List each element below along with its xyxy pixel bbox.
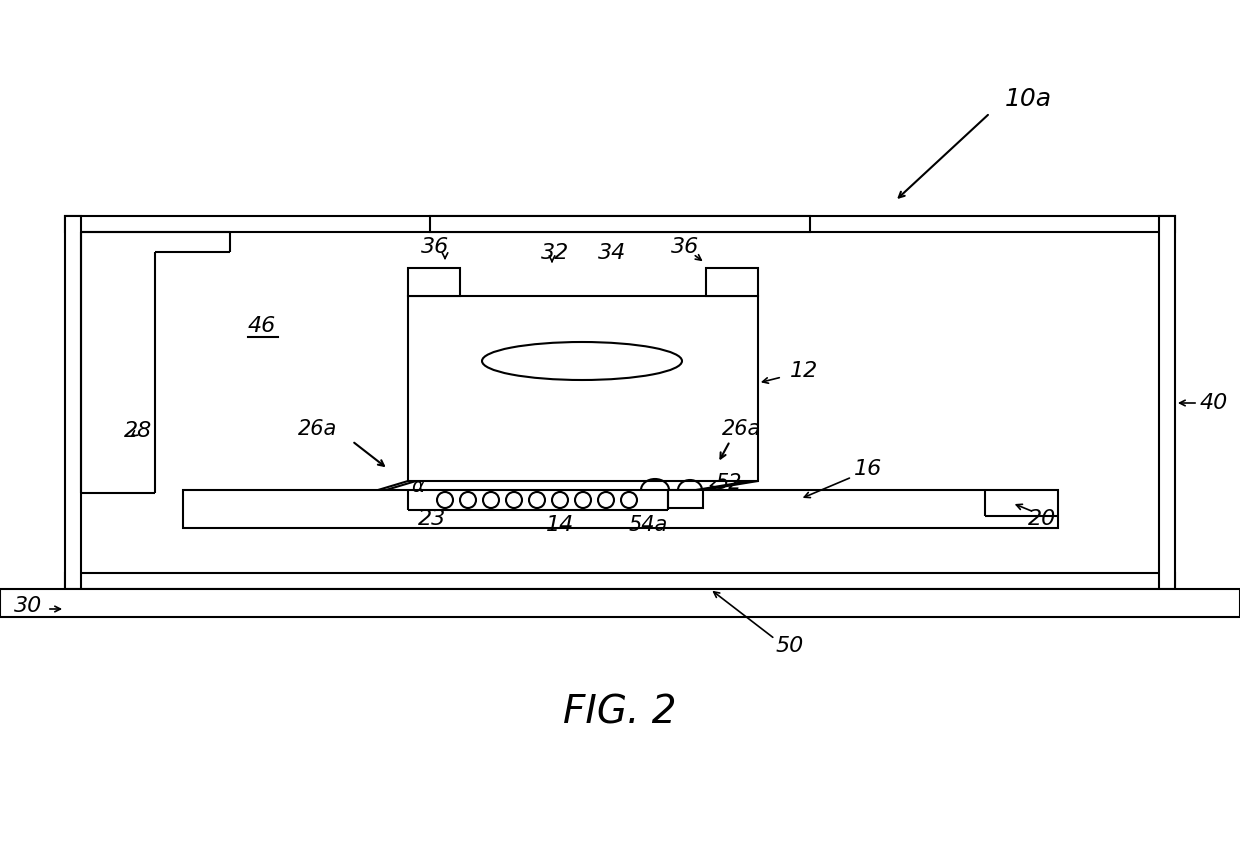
Bar (184, 490, 1058, 528)
Text: α: α (412, 476, 424, 495)
Text: 30: 30 (14, 596, 42, 616)
Text: 40: 40 (1200, 393, 1229, 413)
Text: 28: 28 (124, 421, 153, 441)
Text: 12: 12 (790, 361, 818, 381)
Text: 52: 52 (715, 473, 743, 493)
Bar (64, 216, 1176, 232)
Text: 14: 14 (546, 515, 574, 535)
Bar (408, 268, 460, 296)
Text: 20: 20 (1028, 509, 1056, 529)
Text: 36: 36 (671, 237, 699, 257)
Bar (0, 589, 1240, 617)
Text: 34: 34 (598, 243, 626, 263)
Text: 46: 46 (248, 316, 277, 336)
Bar (668, 490, 703, 508)
Text: FIG. 2: FIG. 2 (563, 694, 677, 732)
Text: 36: 36 (420, 237, 449, 257)
Bar (706, 268, 758, 296)
Text: 54a: 54a (629, 515, 667, 535)
Text: 50: 50 (776, 636, 804, 656)
Bar (430, 216, 810, 232)
Bar (64, 216, 81, 589)
Text: 10a: 10a (1004, 87, 1052, 111)
Text: 23: 23 (418, 509, 446, 529)
Text: 26a: 26a (722, 419, 761, 439)
Text: 32: 32 (541, 243, 569, 263)
Text: 26a: 26a (299, 419, 337, 439)
Text: 16: 16 (854, 459, 882, 479)
Bar (408, 296, 758, 481)
Bar (1159, 216, 1176, 589)
Bar (64, 573, 1176, 589)
